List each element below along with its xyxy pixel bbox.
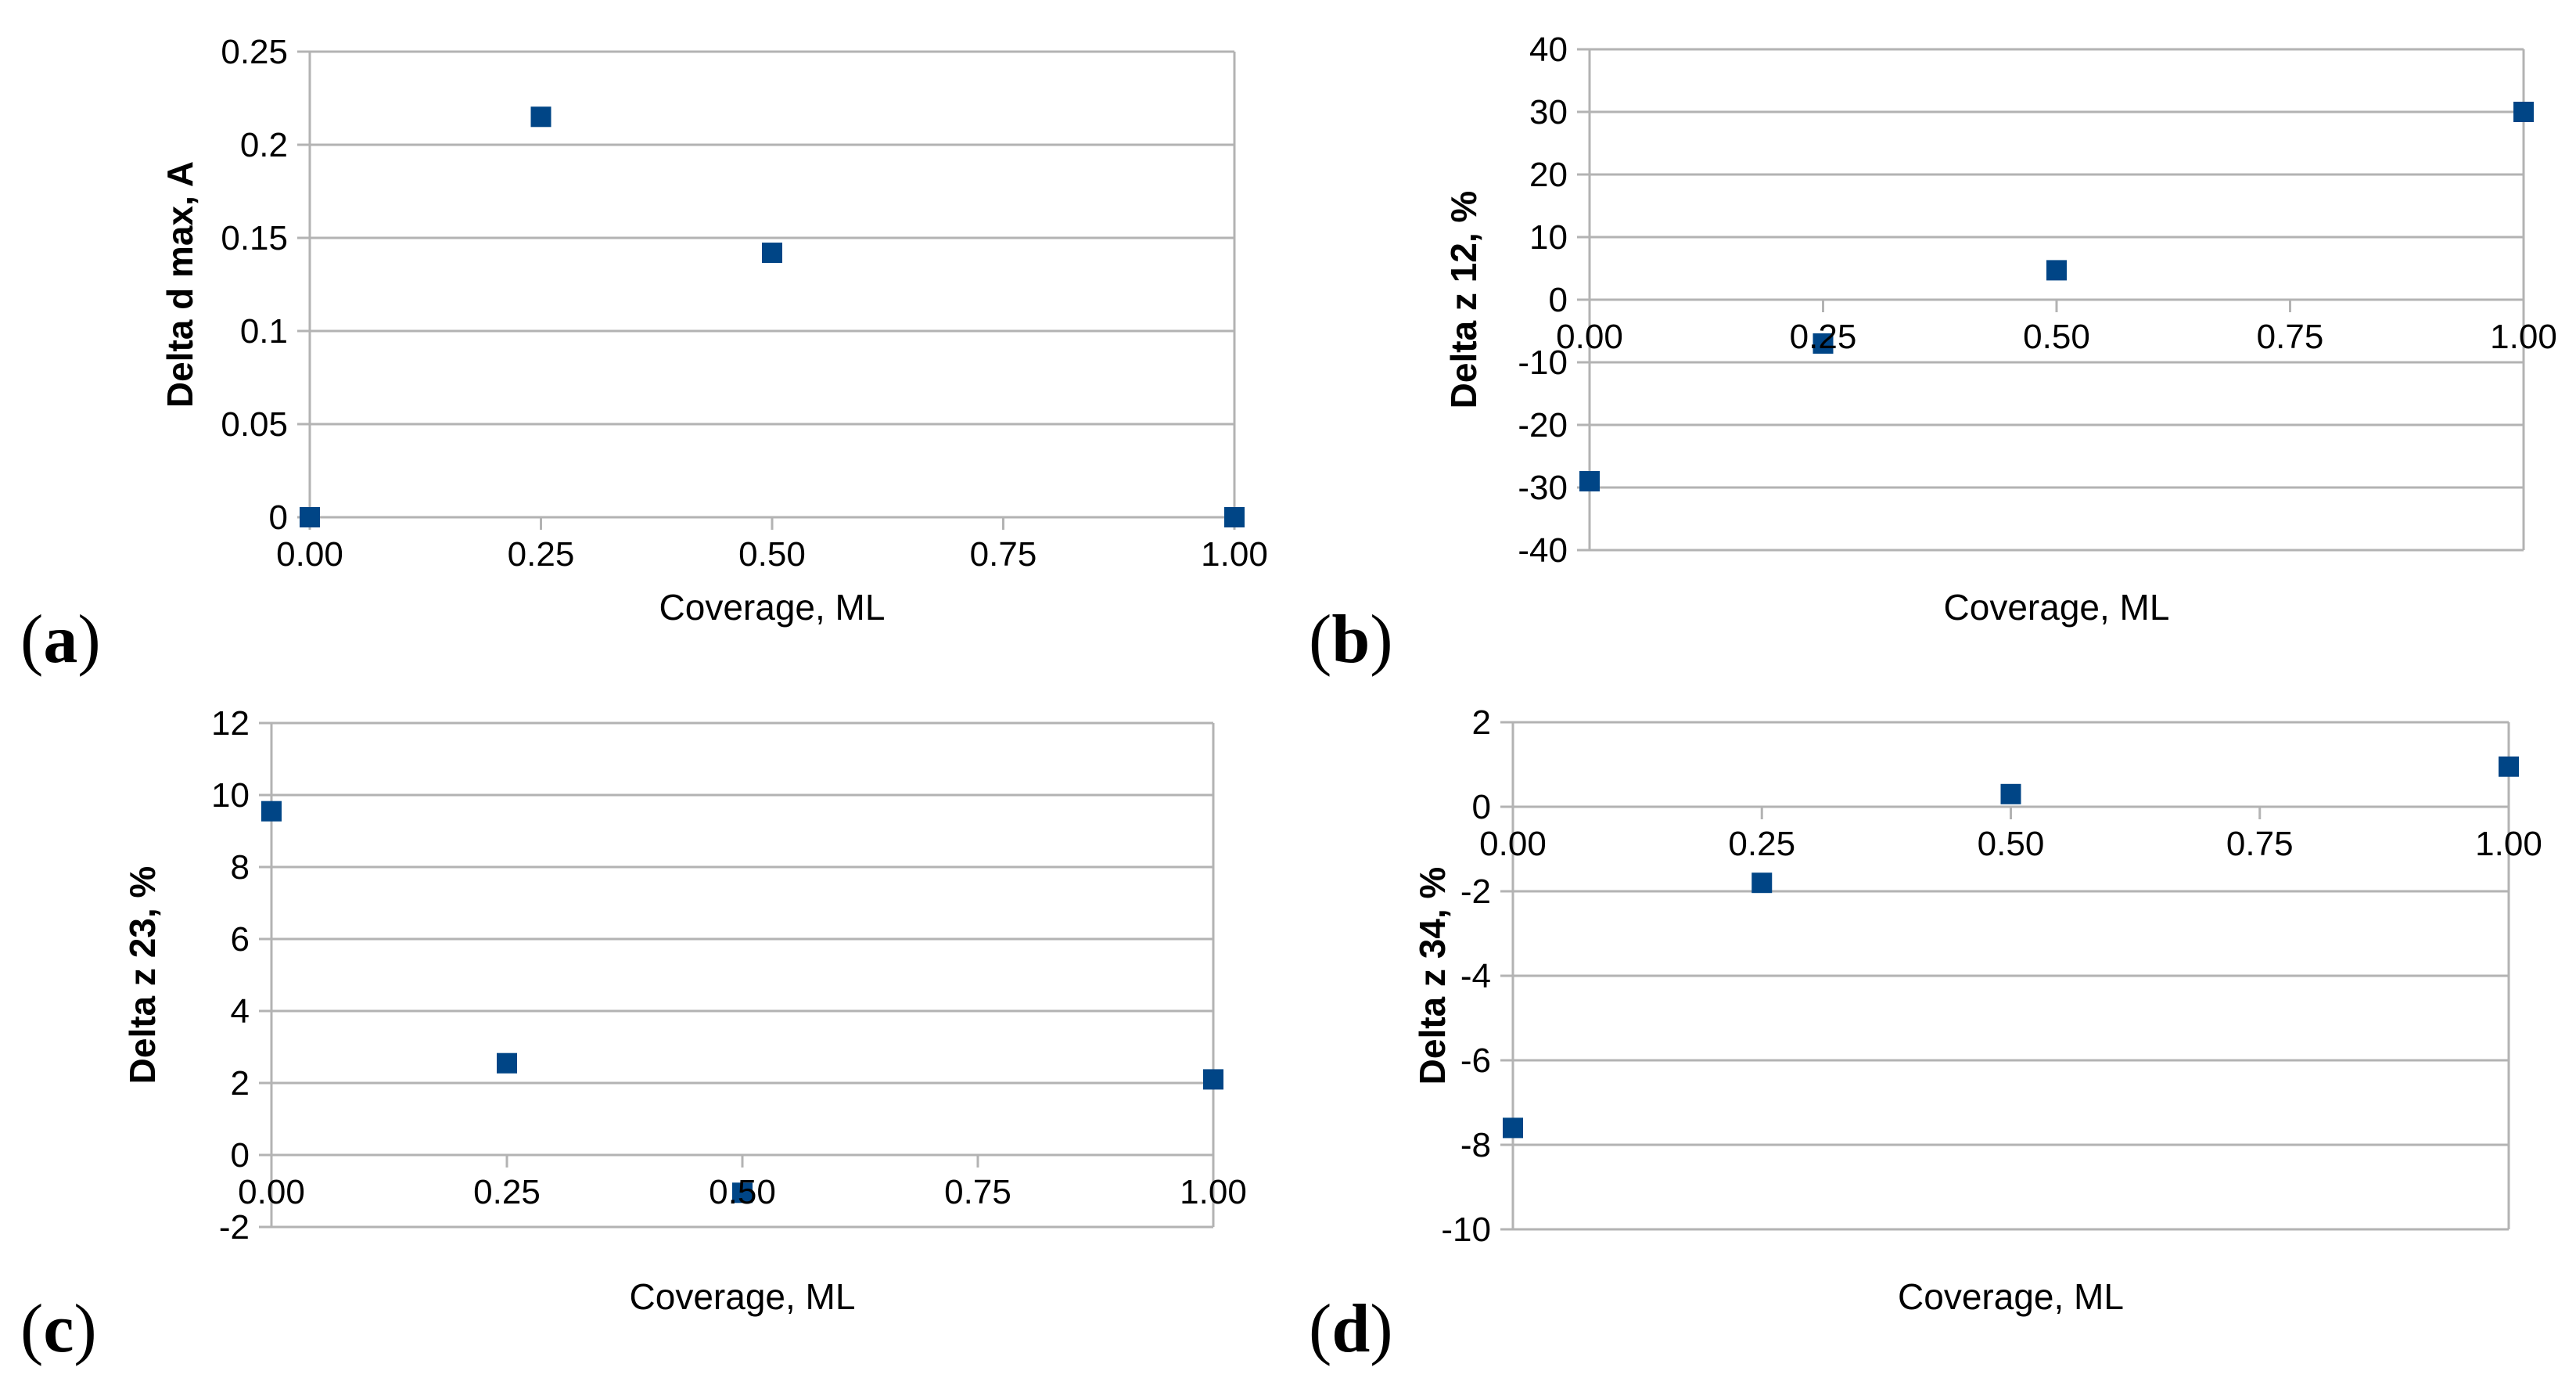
- panel-a: 0 0.05 0.1 0.15 0.2 0.25 0.00 0.25 0.50 0.75 1.00 D…: [0, 0, 1288, 689]
- x-tick-label: 1.00: [2490, 318, 2557, 356]
- data-point: [1203, 1069, 1223, 1090]
- data-point: [300, 507, 320, 527]
- y-tick-label: -40: [1518, 531, 1568, 570]
- panel-letter-d-open-paren: (: [1309, 1291, 1332, 1367]
- x-tick-label: 0.50: [709, 1173, 776, 1211]
- y-tick-label: -2: [219, 1208, 250, 1247]
- y-tick-label: 0.1: [240, 312, 288, 351]
- y-tick-label: 4: [231, 992, 250, 1031]
- chart-c-delta-z23: -2 0 2 4 6 8 10 12 0.00 0.25 0.50 0.75 1.00 Delta z 2…: [122, 704, 1247, 1317]
- x-tick-label: 0.00: [238, 1173, 305, 1211]
- x-tick-label: 1.00: [1180, 1173, 1247, 1211]
- x-tick-label: 0.25: [473, 1173, 541, 1211]
- chart-d-delta-z34: -10 -8 -6 -4 -2 0 2 0.00 0.25 0.50 0.75 1.00 Delta z…: [1412, 703, 2542, 1317]
- data-point: [2499, 756, 2519, 777]
- panel-letter-b: (b): [1309, 602, 1393, 678]
- data-point: [497, 1052, 517, 1074]
- data-point: [261, 801, 282, 822]
- x-tick-label: 0.75: [944, 1173, 1011, 1211]
- y-tick-label: -30: [1518, 469, 1568, 507]
- x-tick-label: 1.00: [2475, 825, 2542, 863]
- data-point: [1224, 507, 1245, 527]
- y-axis-title: Delta z 23, %: [122, 866, 163, 1085]
- panel-letter-a-open-paren: (: [20, 602, 44, 678]
- y-tick-label: 12: [211, 704, 250, 743]
- y-tick-label: 10: [211, 776, 250, 815]
- x-tick-label: 0.75: [2226, 825, 2294, 863]
- x-tick-label: 0.75: [2257, 318, 2324, 356]
- data-point: [1751, 872, 1773, 894]
- y-axis-title: Delta z 34, %: [1412, 867, 1453, 1085]
- panel-letter-c: (c): [20, 1293, 97, 1365]
- y-tick-label: 20: [1529, 156, 1568, 194]
- panel-letter-a-close-paren: ): [77, 602, 101, 678]
- x-tick-label: 0.25: [1790, 318, 1857, 356]
- y-tick-label: -20: [1518, 406, 1568, 444]
- x-tick-label: 0.50: [738, 535, 806, 574]
- y-tick-label: 0: [1472, 788, 1491, 826]
- x-tick-label: 0.00: [1556, 318, 1623, 356]
- data-point: [1813, 333, 1834, 354]
- data-point: [1579, 471, 1600, 491]
- panel-letter-c-open-paren: (: [20, 1291, 44, 1367]
- y-tick-label: 8: [231, 848, 250, 887]
- panel-letter-d: (d): [1309, 1293, 1393, 1365]
- y-tick-label: 0.05: [221, 405, 288, 444]
- panel-letter-b-open-paren: (: [1309, 602, 1332, 678]
- chart-b-delta-z12: -40 -30 -20 -10 0 10 20 30 40 0.00 0.25 0.50 0.75 1.0…: [1443, 31, 2557, 628]
- y-axis-title: Delta z 12, %: [1443, 191, 1484, 409]
- x-tick-label: 0.50: [1978, 825, 2045, 863]
- data-point: [530, 106, 551, 128]
- x-axis-title: Coverage, ML: [1898, 1276, 2124, 1317]
- x-tick-label: 0.00: [1479, 825, 1547, 863]
- data-point: [2513, 102, 2534, 122]
- x-tick-label: 0.50: [2023, 318, 2090, 356]
- x-tick-label: 0.00: [276, 535, 343, 574]
- y-tick-label: 0: [231, 1136, 250, 1175]
- data-point: [2046, 260, 2067, 281]
- panel-letter-d-close-paren: ): [1370, 1291, 1393, 1367]
- x-tick-label: 0.25: [508, 535, 575, 574]
- y-axis-title: Delta d max, A: [160, 161, 200, 408]
- panel-letter-c-close-paren: ): [74, 1291, 97, 1367]
- y-tick-label: 0.25: [221, 33, 288, 71]
- x-tick-label: 1.00: [1201, 535, 1268, 574]
- x-axis-title: Coverage, ML: [1944, 587, 2170, 628]
- panel-letter-b-char: b: [1331, 602, 1371, 678]
- x-axis-title: Coverage, ML: [659, 587, 886, 628]
- data-point: [1503, 1117, 1523, 1139]
- x-tick-label: 0.75: [970, 535, 1037, 574]
- x-axis-title: Coverage, ML: [630, 1276, 856, 1317]
- y-tick-label: 0: [269, 498, 288, 537]
- x-tick-label: 0.25: [1728, 825, 1795, 863]
- y-tick-label: 2: [231, 1064, 250, 1103]
- y-tick-label: 30: [1529, 93, 1568, 131]
- y-tick-label: 0.2: [240, 126, 288, 164]
- data-point: [762, 243, 782, 264]
- panel-b: -40 -30 -20 -10 0 10 20 30 40 0.00 0.25 0.50 0.75 1.0…: [1288, 0, 2576, 689]
- y-tick-label: -4: [1460, 957, 1491, 995]
- y-tick-label: 10: [1529, 218, 1568, 257]
- y-tick-label: 2: [1472, 703, 1491, 742]
- y-tick-label: 6: [231, 920, 250, 959]
- y-tick-label: -2: [1460, 872, 1491, 911]
- panel-c: -2 0 2 4 6 8 10 12 0.00 0.25 0.50 0.75 1.00 Delta z 2…: [0, 689, 1288, 1378]
- data-point: [732, 1182, 753, 1204]
- y-tick-label: -8: [1460, 1126, 1491, 1164]
- panel-d: -10 -8 -6 -4 -2 0 2 0.00 0.25 0.50 0.75 1.00 Delta z…: [1288, 689, 2576, 1378]
- y-tick-label: -6: [1460, 1042, 1491, 1080]
- panel-letter-c-char: c: [43, 1291, 74, 1367]
- y-tick-label: -10: [1518, 344, 1568, 382]
- panel-letter-a-char: a: [43, 602, 78, 678]
- panel-letter-b-close-paren: ): [1370, 602, 1393, 678]
- data-point: [2000, 783, 2021, 804]
- y-tick-label: 0.15: [221, 219, 288, 257]
- panel-letter-a: (a): [20, 602, 101, 678]
- panel-letter-d-char: d: [1331, 1291, 1371, 1367]
- chart-a-delta-d-max: 0 0.05 0.1 0.15 0.2 0.25 0.00 0.25 0.50 0.75 1.00 D…: [160, 33, 1268, 628]
- y-tick-label: 40: [1529, 31, 1568, 69]
- y-tick-label: 0: [1549, 281, 1568, 319]
- y-tick-label: -10: [1441, 1211, 1491, 1249]
